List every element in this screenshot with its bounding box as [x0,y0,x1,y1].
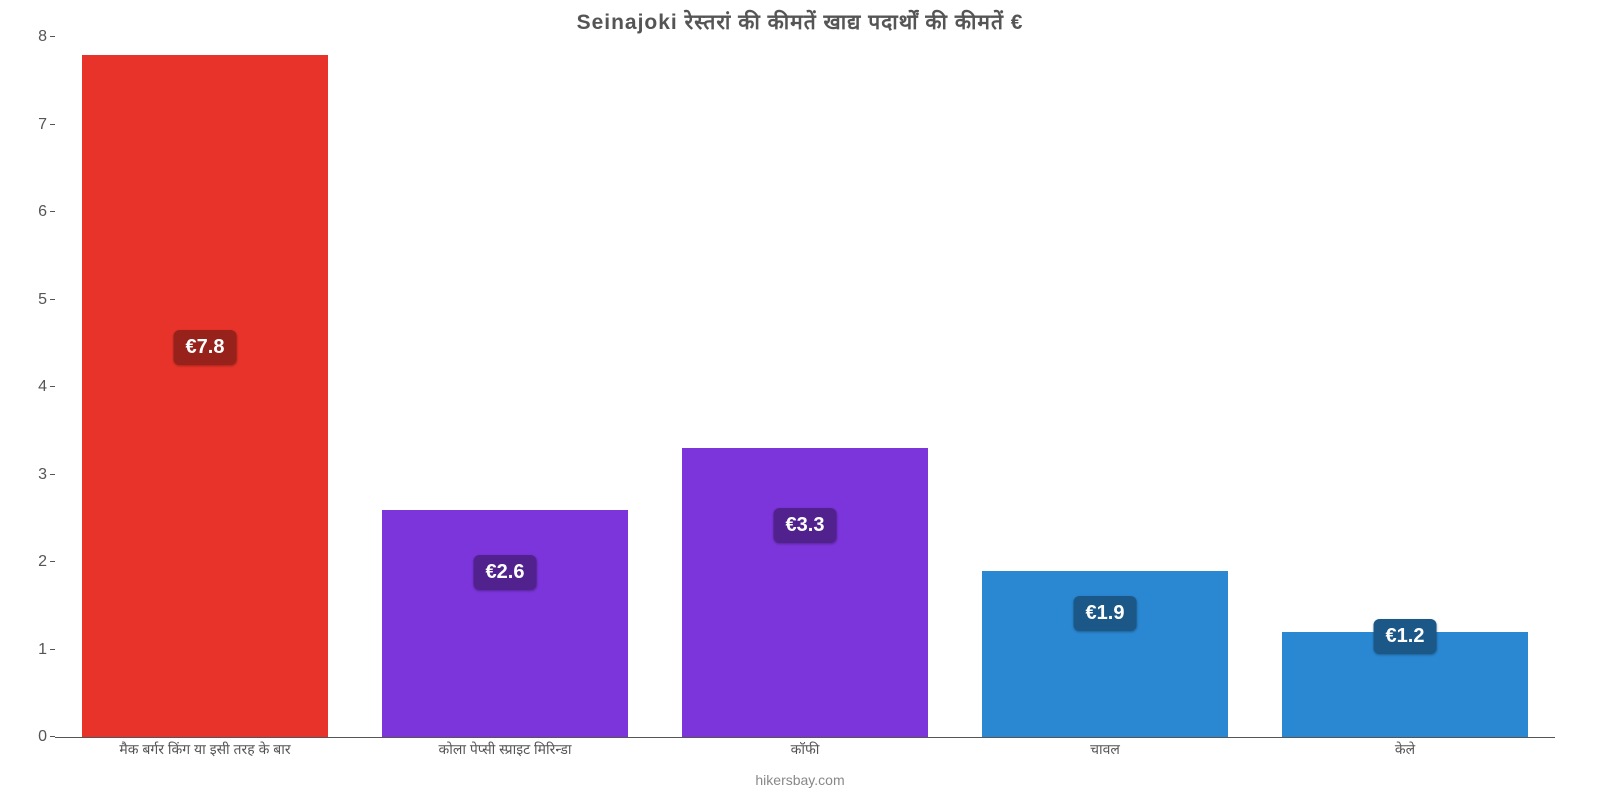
ytick-mark [50,124,55,125]
bar [682,448,928,737]
value-badge: €1.2 [1374,619,1437,654]
ytick-label: 4 [38,378,47,396]
ytick-label: 0 [38,728,47,746]
value-badge: €7.8 [174,330,237,365]
ytick-mark [50,386,55,387]
bars-container: €7.8 €2.6 €3.3 €1.9 €1.2 [55,38,1555,737]
ytick-mark [50,561,55,562]
plot-area: €7.8€2.6€3.3€1.9€1.2 012345678 [55,38,1555,738]
bar-slot: €1.2 [1255,38,1555,737]
x-axis-label: कॉफी [655,740,955,759]
ytick-label: 1 [38,641,47,659]
ytick-mark [50,299,55,300]
bar-slot: €1.9 [955,38,1255,737]
bar-slot: €2.6 [355,38,655,737]
ytick-label: 7 [38,116,47,134]
ytick-mark [50,474,55,475]
value-badge: €3.3 [774,508,837,543]
ytick-label: 3 [38,466,47,484]
source-label: hikersbay.com [0,772,1600,788]
ytick-mark [50,649,55,650]
value-badge: €1.9 [1074,596,1137,631]
x-axis-labels: मैक बर्गर किंग या इसी तरह के बारकोला पेप… [55,740,1555,759]
ytick-label: 5 [38,291,47,309]
bar-slot: €3.3 [655,38,955,737]
ytick-label: 2 [38,553,47,571]
ytick-mark [50,211,55,212]
x-axis-label: चावल [955,740,1255,759]
x-axis-label: मैक बर्गर किंग या इसी तरह के बार [55,740,355,759]
ytick-mark [50,36,55,37]
ytick-mark [50,736,55,737]
bar [382,510,628,738]
x-axis-label: केले [1255,740,1555,759]
price-bar-chart: Seinajoki रेस्तरां की कीमतें खाद्य पदार्… [0,0,1600,800]
ytick-label: 8 [38,28,47,46]
ytick-label: 6 [38,203,47,221]
chart-title: Seinajoki रेस्तरां की कीमतें खाद्य पदार्… [0,8,1600,36]
x-axis-label: कोला पेप्सी स्प्राइट मिरिन्डा [355,740,655,759]
bar [82,55,328,738]
value-badge: €2.6 [474,555,537,590]
bar-slot: €7.8 [55,38,355,737]
